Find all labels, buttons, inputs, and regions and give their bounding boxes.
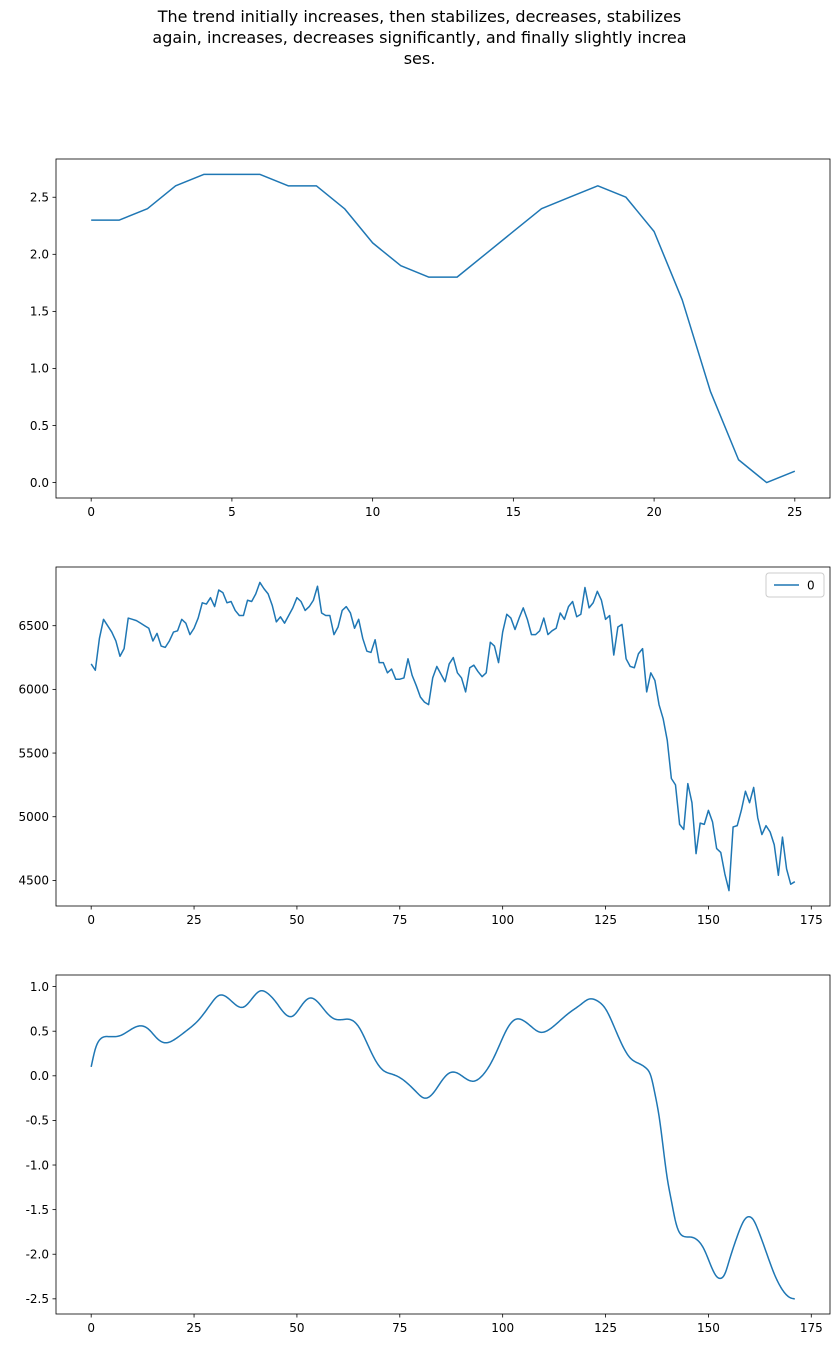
- y-tick-label: 2.5: [30, 191, 49, 205]
- y-tick-label: 0.5: [30, 419, 49, 433]
- subplot-3: 0 25 50 75 100 125 150 175 -2.5 -2.0 -1.5 -1.0 -0.5 0…: [26, 974, 831, 1335]
- x-tick-label: 75: [392, 1321, 407, 1335]
- y-tick-label: 0.0: [30, 476, 49, 490]
- x-tick-label: 0: [87, 1321, 95, 1335]
- series-line: [91, 173, 796, 484]
- y-tick-label: 0.0: [30, 1069, 49, 1083]
- axes-frame: [55, 974, 831, 1315]
- subplot-1: 0 5 10 15 20 25 0.0 0.5 1.0 1.5 2.0 2.5: [30, 158, 831, 519]
- y-tick-label: -1.0: [26, 1158, 49, 1172]
- axes-frame: [55, 158, 831, 499]
- x-tick-label: 10: [365, 505, 380, 519]
- y-tick-label: 4500: [18, 874, 49, 888]
- y-tick-label: 6500: [18, 619, 49, 633]
- x-tick-label: 100: [491, 1321, 514, 1335]
- x-tick-label: 150: [697, 1321, 720, 1335]
- x-tick-label: 75: [392, 913, 407, 927]
- x-tick-label: 175: [800, 1321, 823, 1335]
- subplot-2: 0 25 50 75 100 125 150 175 4500 5000 5500 6000 6500 0: [18, 566, 831, 927]
- figure-title-line: ses.: [403, 49, 436, 68]
- y-tick-label: 1.0: [30, 362, 49, 376]
- x-tick-label: 50: [289, 913, 304, 927]
- series-line: [90, 581, 796, 892]
- figure-title-line: again, increases, decreases significantl…: [152, 28, 687, 47]
- y-tick-label: 5500: [18, 746, 49, 760]
- x-tick-label: 100: [491, 913, 514, 927]
- y-tick-label: -2.0: [26, 1248, 49, 1262]
- y-tick-label: 1.0: [30, 980, 49, 994]
- series-line: [90, 989, 795, 1300]
- x-tick-label: 5: [228, 505, 236, 519]
- figure-title-line: The trend initially increases, then stab…: [157, 7, 682, 26]
- y-tick-label: -1.5: [26, 1203, 49, 1217]
- x-tick-label: 25: [186, 1321, 201, 1335]
- x-tick-label: 150: [697, 913, 720, 927]
- legend-label: 0: [807, 578, 815, 592]
- figure-title: The trend initially increases, then stab…: [0, 6, 839, 69]
- x-tick-label: 15: [506, 505, 521, 519]
- x-tick-label: 50: [289, 1321, 304, 1335]
- x-tick-label: 125: [594, 913, 617, 927]
- y-tick-label: 1.5: [30, 305, 49, 319]
- y-tick-label: 5000: [18, 810, 49, 824]
- y-tick-label: 0.5: [30, 1025, 49, 1039]
- x-tick-label: 0: [87, 505, 95, 519]
- x-tick-label: 25: [186, 913, 201, 927]
- x-tick-label: 175: [800, 913, 823, 927]
- y-tick-label: 6000: [18, 683, 49, 697]
- x-tick-label: 25: [787, 505, 802, 519]
- y-tick-label: -0.5: [26, 1114, 49, 1128]
- x-tick-label: 20: [646, 505, 661, 519]
- y-tick-label: 2.0: [30, 248, 49, 262]
- x-tick-label: 125: [594, 1321, 617, 1335]
- legend: 0: [765, 572, 825, 598]
- axes-frame: [55, 566, 831, 907]
- y-tick-label: -2.5: [26, 1292, 49, 1306]
- x-tick-label: 0: [87, 913, 95, 927]
